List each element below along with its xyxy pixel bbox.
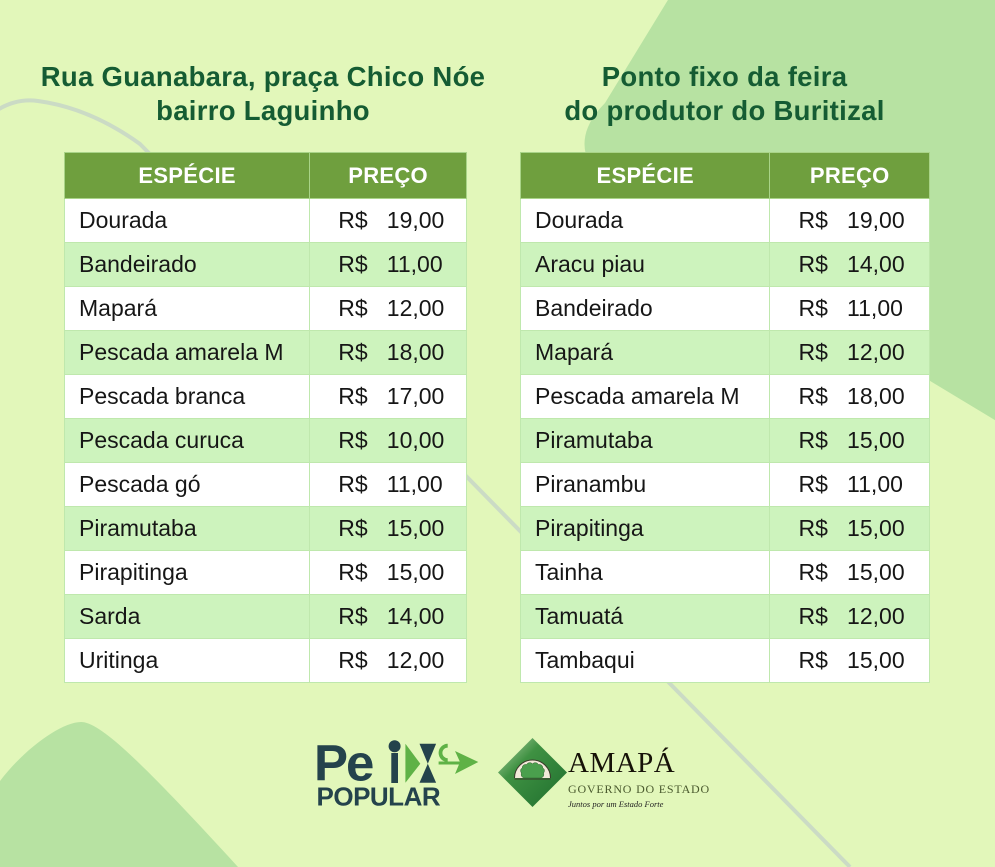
svg-text:POPULAR: POPULAR (317, 782, 441, 812)
